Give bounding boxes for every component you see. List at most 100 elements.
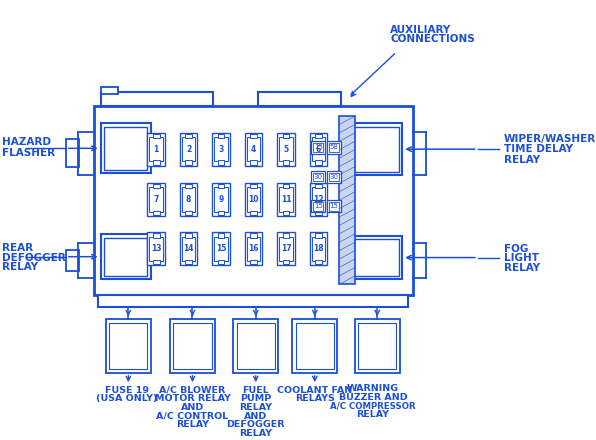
- Bar: [350, 236, 402, 279]
- Text: 2: 2: [186, 145, 191, 154]
- Text: RELAY: RELAY: [504, 154, 540, 165]
- Bar: [315, 233, 322, 238]
- Bar: [315, 134, 322, 138]
- Text: A/C CONTROL: A/C CONTROL: [156, 412, 229, 421]
- Bar: [310, 133, 327, 165]
- Bar: [250, 134, 257, 138]
- Bar: [245, 133, 262, 165]
- Text: RELAY: RELAY: [504, 263, 540, 273]
- Text: 14: 14: [184, 244, 194, 253]
- Bar: [214, 187, 228, 212]
- Bar: [354, 239, 399, 276]
- Bar: [212, 232, 229, 265]
- Text: 18: 18: [313, 244, 324, 253]
- Bar: [147, 183, 164, 216]
- Bar: [212, 183, 229, 216]
- Bar: [185, 161, 192, 165]
- Bar: [283, 233, 290, 238]
- Bar: [185, 134, 192, 138]
- Text: 4: 4: [251, 145, 256, 154]
- Bar: [312, 187, 325, 212]
- Text: WIPER/WASHER: WIPER/WASHER: [504, 134, 596, 144]
- Bar: [313, 172, 324, 181]
- Bar: [66, 139, 79, 166]
- Bar: [283, 260, 290, 264]
- Bar: [101, 123, 151, 173]
- Text: 13: 13: [151, 244, 162, 253]
- Text: 16: 16: [249, 244, 259, 253]
- Text: RELAY: RELAY: [239, 403, 272, 412]
- Bar: [233, 319, 278, 373]
- Text: 58: 58: [330, 144, 339, 150]
- Text: WARNING: WARNING: [347, 384, 399, 393]
- Text: FOG: FOG: [504, 244, 528, 254]
- Text: RELAY: RELAY: [2, 262, 38, 272]
- Bar: [101, 234, 151, 279]
- Bar: [313, 143, 324, 152]
- Bar: [292, 319, 337, 373]
- Bar: [296, 323, 334, 370]
- Bar: [315, 184, 322, 188]
- Bar: [279, 187, 293, 212]
- Bar: [283, 211, 290, 215]
- Bar: [328, 202, 339, 211]
- Bar: [149, 137, 163, 161]
- Bar: [153, 233, 160, 238]
- Text: BUZZER AND: BUZZER AND: [339, 392, 407, 402]
- Bar: [153, 184, 160, 188]
- Bar: [218, 260, 225, 264]
- Bar: [153, 161, 160, 165]
- Bar: [182, 237, 195, 261]
- Bar: [153, 134, 160, 138]
- Text: 1: 1: [153, 145, 159, 154]
- Text: 15: 15: [216, 244, 226, 253]
- Bar: [315, 161, 322, 165]
- Text: DEFOGGER: DEFOGGER: [2, 253, 66, 263]
- Bar: [182, 187, 195, 212]
- Bar: [245, 183, 262, 216]
- Text: 10: 10: [249, 195, 259, 204]
- Bar: [247, 237, 260, 261]
- Bar: [250, 184, 257, 188]
- Bar: [245, 232, 262, 265]
- Bar: [283, 134, 290, 138]
- Bar: [180, 232, 197, 265]
- Bar: [109, 323, 147, 370]
- Bar: [277, 183, 294, 216]
- Bar: [104, 238, 147, 276]
- Bar: [101, 92, 213, 106]
- Bar: [105, 319, 151, 373]
- Bar: [153, 211, 160, 215]
- Bar: [218, 233, 225, 238]
- Text: 30: 30: [313, 174, 322, 180]
- Text: PUMP: PUMP: [240, 394, 271, 403]
- Text: COOLANT FAN: COOLANT FAN: [277, 386, 352, 395]
- Bar: [283, 161, 290, 165]
- Bar: [147, 232, 164, 265]
- Bar: [218, 161, 225, 165]
- Bar: [310, 183, 327, 216]
- Bar: [149, 237, 163, 261]
- Bar: [250, 260, 257, 264]
- Text: FUEL: FUEL: [243, 386, 269, 395]
- Bar: [328, 143, 339, 152]
- Text: 15: 15: [313, 203, 322, 209]
- Text: RELAYS: RELAYS: [295, 394, 334, 403]
- Bar: [180, 133, 197, 165]
- Bar: [153, 260, 160, 264]
- Text: AND: AND: [181, 403, 204, 412]
- Bar: [218, 184, 225, 188]
- Bar: [247, 187, 260, 212]
- Text: 17: 17: [281, 244, 291, 253]
- Text: RELAY: RELAY: [239, 429, 272, 438]
- Text: (USA ONLY): (USA ONLY): [96, 394, 157, 403]
- Bar: [180, 183, 197, 216]
- Text: FUSE 19: FUSE 19: [104, 386, 148, 395]
- Bar: [173, 323, 212, 370]
- Bar: [327, 200, 341, 213]
- Bar: [259, 92, 341, 106]
- Bar: [101, 87, 118, 94]
- Bar: [185, 211, 192, 215]
- Bar: [350, 123, 402, 175]
- Bar: [327, 171, 341, 183]
